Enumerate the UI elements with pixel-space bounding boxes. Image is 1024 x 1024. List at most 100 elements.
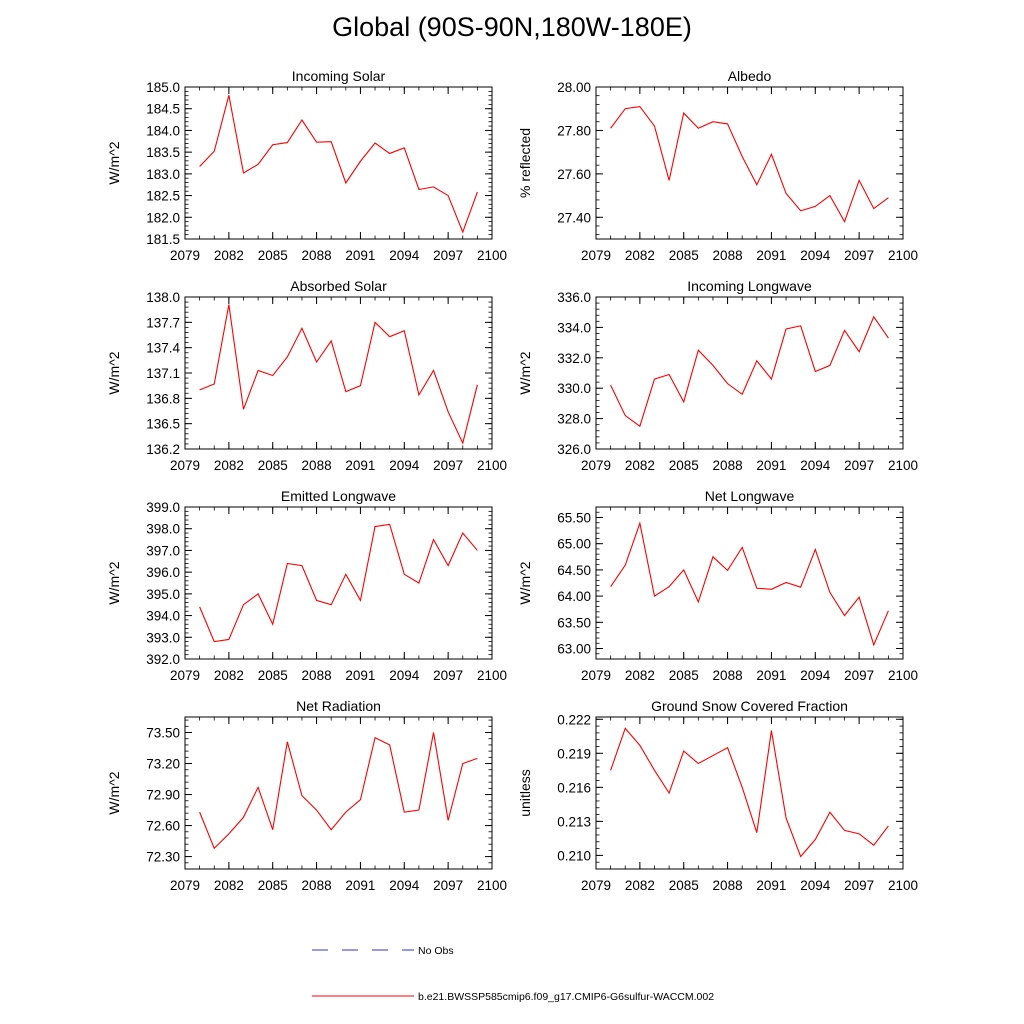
y-tick-label: 73.50 <box>146 726 180 741</box>
x-tick-label: 2085 <box>258 248 288 263</box>
y-tick-label: 137.7 <box>146 315 180 330</box>
x-tick-label: 2100 <box>888 458 918 473</box>
x-tick-label: 2100 <box>888 878 918 893</box>
x-tick-label: 2091 <box>756 248 786 263</box>
panel-emitted-longwave: Emitted Longwave W/m^2 2079 2082 2085 2088 209… <box>106 488 507 683</box>
panel-title: Absorbed Solar <box>290 278 387 294</box>
y-tick-label: 27.60 <box>557 167 591 182</box>
x-tick-label: 2088 <box>302 878 332 893</box>
y-tick-label: 65.50 <box>557 510 591 525</box>
x-tick-label: 2082 <box>625 248 655 263</box>
x-tick-label: 2094 <box>389 458 420 473</box>
x-tick-label: 2079 <box>581 248 611 263</box>
x-tick-label: 2085 <box>669 458 699 473</box>
x-tick-label: 2097 <box>433 458 463 473</box>
y-tick-label: 394.0 <box>146 609 180 624</box>
x-tick-label: 2100 <box>477 458 507 473</box>
y-axis-label: W/m^2 <box>106 141 122 184</box>
x-tick-label: 2079 <box>581 878 611 893</box>
x-tick-label: 2094 <box>389 248 420 263</box>
y-tick-label: 182.0 <box>146 210 180 225</box>
panel-incoming-longwave: Incoming Longwave W/m^2 2079 2082 2085 2088 20… <box>517 278 918 473</box>
series-line <box>199 732 478 850</box>
x-tick-label: 2091 <box>756 668 786 683</box>
y-tick-label: 73.20 <box>146 757 180 772</box>
x-tick-label: 2082 <box>214 248 244 263</box>
y-axis-label: W/m^2 <box>517 561 533 604</box>
x-tick-label: 2097 <box>844 458 874 473</box>
panel-title: Albedo <box>728 68 772 84</box>
x-tick-label: 2100 <box>888 248 918 263</box>
panel-title: Incoming Solar <box>292 68 386 84</box>
y-tick-label: 0.219 <box>557 746 591 761</box>
series-line <box>610 315 889 428</box>
y-tick-label: 330.0 <box>557 381 591 396</box>
x-tick-label: 2085 <box>258 878 288 893</box>
x-tick-label: 2085 <box>669 668 699 683</box>
y-tick-label: 136.5 <box>146 417 180 432</box>
x-tick-label: 2088 <box>713 668 743 683</box>
x-tick-label: 2088 <box>302 458 332 473</box>
plot-frame <box>595 506 904 660</box>
y-tick-label: 392.0 <box>146 652 180 667</box>
y-tick-label: 63.50 <box>557 615 591 630</box>
y-tick-label: 72.90 <box>146 788 180 803</box>
panel-ground-snow-covered-fraction: Ground Snow Covered Fraction unitless 2079… <box>517 698 918 893</box>
x-tick-label: 2094 <box>800 248 831 263</box>
x-tick-label: 2097 <box>433 248 463 263</box>
panel-absorbed-solar: Absorbed Solar W/m^2 2079 2082 2085 2088 2091 2… <box>106 278 507 473</box>
x-tick-label: 2097 <box>844 248 874 263</box>
y-tick-label: 336.0 <box>557 290 591 305</box>
x-tick-label: 2100 <box>477 248 507 263</box>
legend: No Obs b.e21.BWSSP585cmip6.f09_g17.CMIP6-… <box>312 945 714 1003</box>
x-tick-label: 2097 <box>844 878 874 893</box>
y-tick-label: 183.0 <box>146 167 180 182</box>
plot-frame <box>184 506 493 660</box>
y-tick-label: 72.60 <box>146 819 180 834</box>
y-axis-label: W/m^2 <box>517 351 533 394</box>
y-tick-label: 399.0 <box>146 500 180 515</box>
x-tick-label: 2079 <box>581 668 611 683</box>
x-tick-label: 2091 <box>345 458 375 473</box>
y-axis-label: W/m^2 <box>106 351 122 394</box>
plot-frame <box>595 716 904 870</box>
x-tick-label: 2100 <box>477 668 507 683</box>
x-tick-label: 2088 <box>302 248 332 263</box>
legend-label-no-obs: No Obs <box>418 945 454 957</box>
x-tick-label: 2082 <box>214 458 244 473</box>
y-axis-label: unitless <box>517 769 533 816</box>
x-tick-label: 2082 <box>214 668 244 683</box>
x-tick-label: 2088 <box>713 878 743 893</box>
series-line <box>610 521 889 647</box>
y-axis-label: W/m^2 <box>106 561 122 604</box>
y-tick-label: 27.80 <box>557 123 591 138</box>
x-tick-label: 2079 <box>170 668 200 683</box>
y-tick-label: 181.5 <box>146 232 180 247</box>
y-tick-label: 64.00 <box>557 589 591 604</box>
x-tick-label: 2097 <box>433 668 463 683</box>
y-tick-label: 137.4 <box>146 341 180 356</box>
x-tick-label: 2088 <box>713 248 743 263</box>
x-tick-label: 2091 <box>345 668 375 683</box>
plot-frame <box>595 296 904 450</box>
y-tick-label: 398.0 <box>146 522 180 537</box>
x-tick-label: 2097 <box>433 878 463 893</box>
y-tick-label: 138.0 <box>146 290 180 305</box>
x-tick-label: 2094 <box>800 458 831 473</box>
x-tick-label: 2085 <box>258 458 288 473</box>
y-tick-label: 396.0 <box>146 565 180 580</box>
x-tick-label: 2091 <box>345 878 375 893</box>
legend-label-case: b.e21.BWSSP585cmip6.f09_g17.CMIP6-G6sulf… <box>418 991 714 1003</box>
y-tick-label: 0.213 <box>557 814 591 829</box>
y-tick-label: 183.5 <box>146 145 180 160</box>
y-tick-label: 28.00 <box>557 80 591 95</box>
x-tick-label: 2088 <box>302 668 332 683</box>
x-tick-label: 2094 <box>389 878 420 893</box>
series-line <box>610 105 889 223</box>
y-tick-label: 27.40 <box>557 210 591 225</box>
x-tick-label: 2097 <box>844 668 874 683</box>
y-tick-label: 185.0 <box>146 80 180 95</box>
plot-frame <box>184 86 493 240</box>
x-tick-label: 2079 <box>581 458 611 473</box>
